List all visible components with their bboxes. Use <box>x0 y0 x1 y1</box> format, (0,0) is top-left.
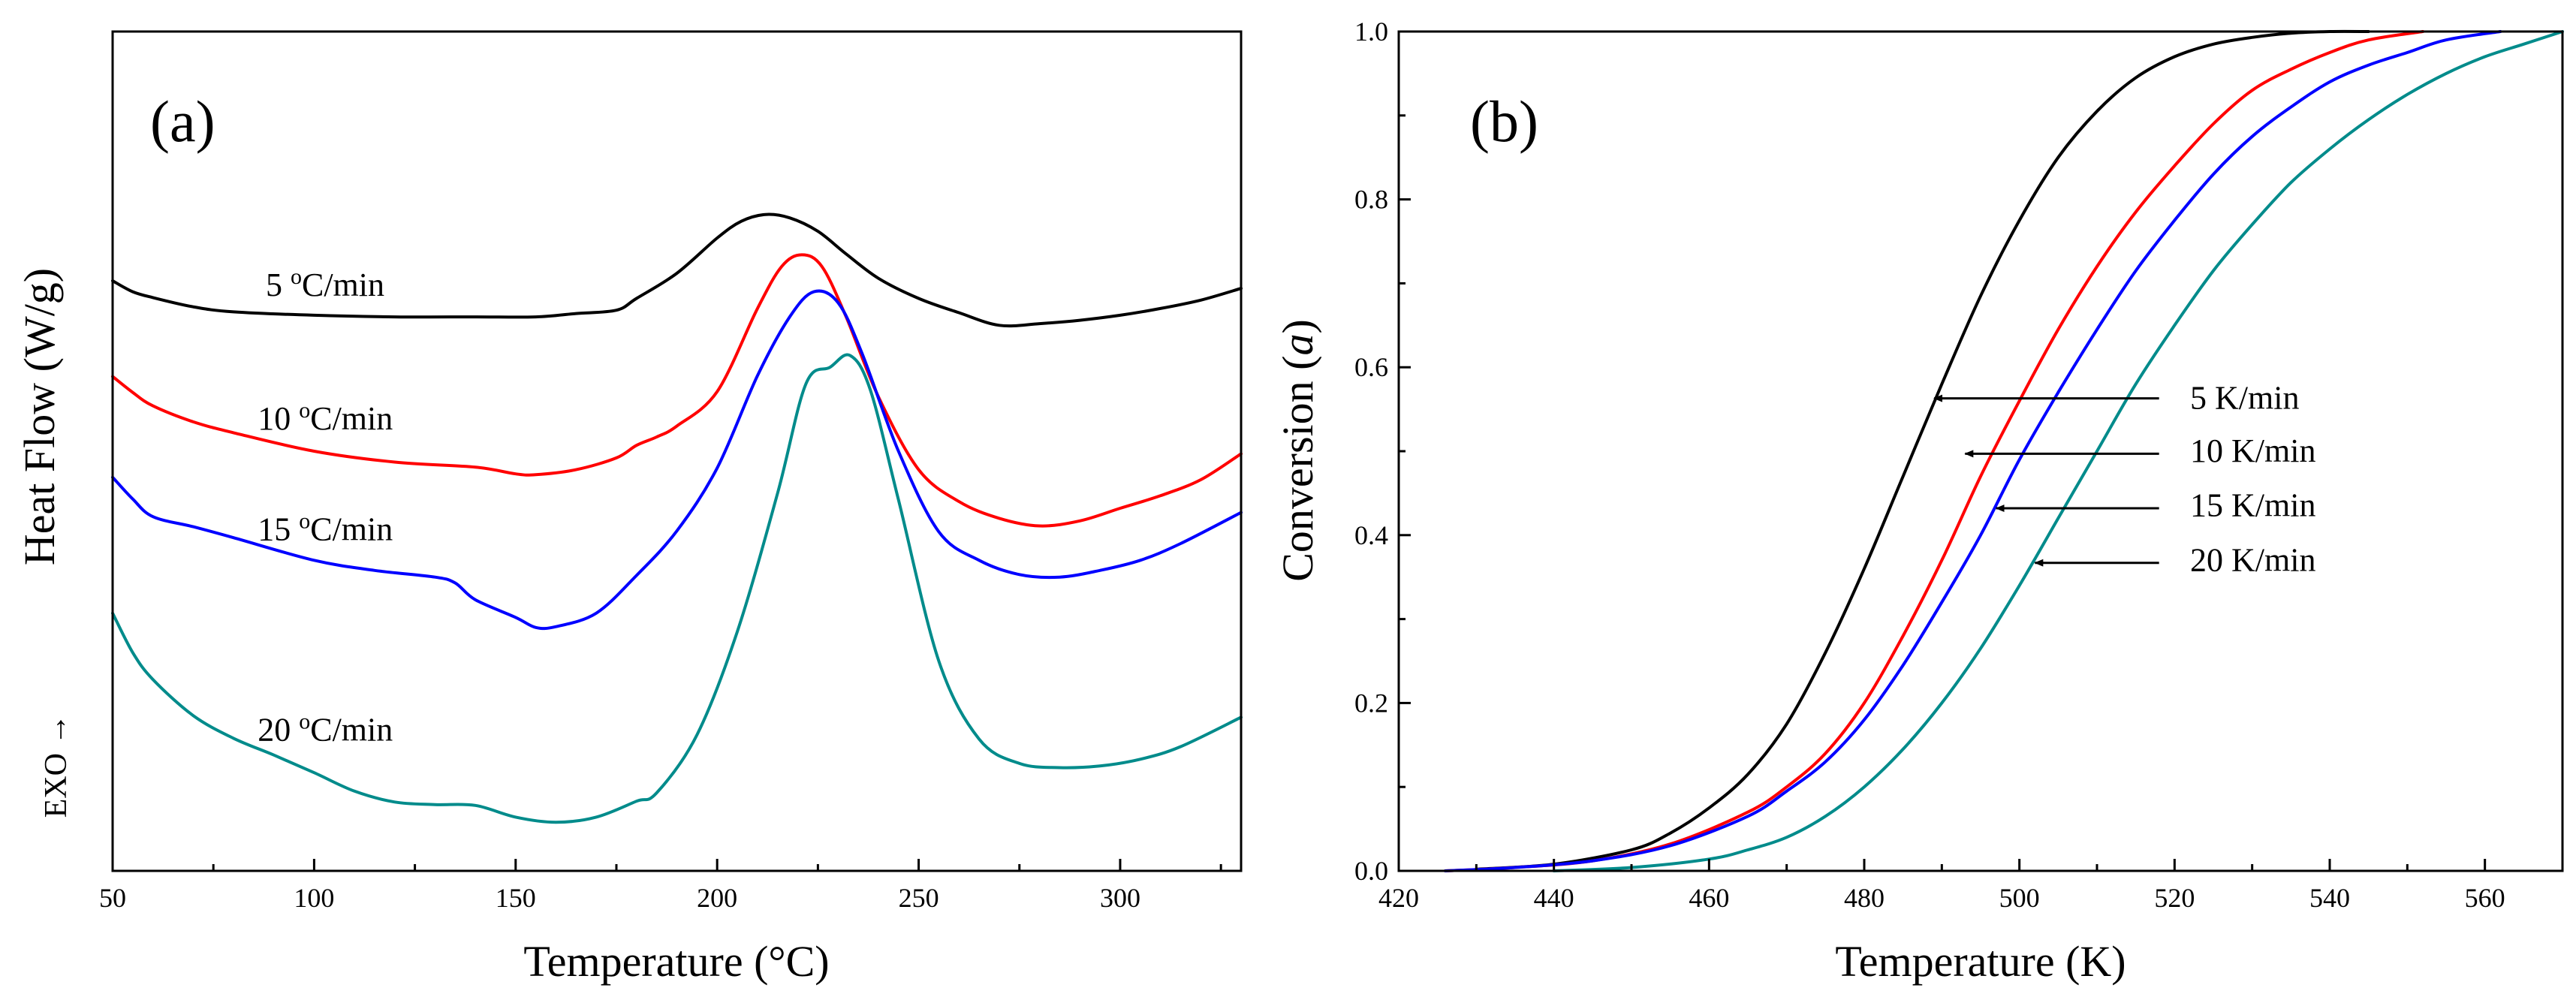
curve-10-k-min <box>1444 30 2424 872</box>
curve-label-5-c-min: 5 oC/min <box>266 264 384 303</box>
panel-a-x-ticks: 50 100 150 200 250 300 <box>99 859 1222 913</box>
a-x-tick-label-100: 100 <box>294 883 334 913</box>
panel-b-y-axis-title-close: ) <box>1273 319 1322 333</box>
panel-a-label: (a) <box>150 89 215 154</box>
curve-5-k-min <box>1475 29 2370 871</box>
panel-b-curves <box>1444 29 2564 872</box>
panel-b-y-axis-title-main: Conversion ( <box>1273 356 1322 582</box>
a-x-tick-label-150: 150 <box>496 883 536 913</box>
b-x-tick-label-560: 560 <box>2465 883 2505 913</box>
a-x-tick-label-200: 200 <box>697 883 737 913</box>
b-y-tick-label-0.6: 0.6 <box>1354 352 1388 382</box>
a-x-tick-label-50: 50 <box>99 883 126 913</box>
panel-a-y-axis-title: Heat Flow (W/g) <box>15 268 64 565</box>
panel-b-label: (b) <box>1470 89 1538 154</box>
curve-15-c-min <box>111 289 1243 631</box>
curve-20-c-min <box>111 353 1243 824</box>
panel-b-plot-frame <box>1397 30 2564 872</box>
panel-b-y-axis-title-symbol: a <box>1273 334 1322 356</box>
rate-label-15-k-min: 15 K/min <box>2190 487 2315 524</box>
b-y-tick-label-0: 0.0 <box>1354 856 1388 886</box>
panel-a-x-axis-title: Temperature (°C) <box>523 937 829 986</box>
curve-10-c-min <box>111 253 1243 528</box>
panel-a-plot-frame <box>111 30 1243 872</box>
curve-label-15-c-min: 15 oC/min <box>258 509 393 548</box>
b-y-tick-label-0.2: 0.2 <box>1354 688 1388 718</box>
panel-a-heat-flow-chart: 5 oC/min 10 oC/min 15 oC/min 20 oC/min 50 10… <box>15 30 1243 986</box>
panel-b-conversion-chart: 5 K/min 10 K/min 15 K/min 20 K/min 420 440 46… <box>1273 17 2564 986</box>
rate-label-20-k-min: 20 K/min <box>2190 541 2315 578</box>
curve-label-20-c-min: 20 oC/min <box>258 709 393 748</box>
a-x-tick-label-300: 300 <box>1100 883 1140 913</box>
b-y-tick-label-1: 1.0 <box>1354 17 1388 47</box>
b-x-tick-label-480: 480 <box>1844 883 1885 913</box>
curve-20-k-min <box>1552 30 2564 872</box>
b-y-tick-label-0.4: 0.4 <box>1354 520 1388 550</box>
panel-b-ticks: 420 440 460 480 500 520 540 560 0.0 0.2 0.4 0.6 0.8 1… <box>1354 17 2505 913</box>
a-x-tick-label-250: 250 <box>899 883 939 913</box>
b-x-tick-label-540: 540 <box>2309 883 2350 913</box>
b-x-tick-label-520: 520 <box>2154 883 2195 913</box>
b-x-tick-label-440: 440 <box>1534 883 1574 913</box>
panel-b-rate-annotations: 5 K/min 10 K/min 15 K/min 20 K/min <box>1933 380 2315 578</box>
rate-label-10-k-min: 10 K/min <box>2190 432 2315 469</box>
b-y-tick-label-0.8: 0.8 <box>1354 185 1388 215</box>
rate-label-5-k-min: 5 K/min <box>2190 380 2299 417</box>
curve-label-10-c-min: 10 oC/min <box>258 398 393 437</box>
curve-5-c-min <box>111 212 1243 328</box>
curve-15-k-min <box>1444 30 2502 872</box>
panel-b-y-axis-title: Conversion (a) <box>1273 319 1322 582</box>
b-x-tick-label-500: 500 <box>1999 883 2040 913</box>
panel-a-curves <box>111 212 1243 824</box>
exo-direction-label: EXO → <box>39 714 74 818</box>
panel-a-curve-labels: 5 oC/min 10 oC/min 15 oC/min 20 oC/min <box>258 264 393 748</box>
b-x-tick-label-420: 420 <box>1378 883 1419 913</box>
panel-b-x-axis-title: Temperature (K) <box>1835 937 2126 986</box>
b-x-tick-label-460: 460 <box>1689 883 1729 913</box>
